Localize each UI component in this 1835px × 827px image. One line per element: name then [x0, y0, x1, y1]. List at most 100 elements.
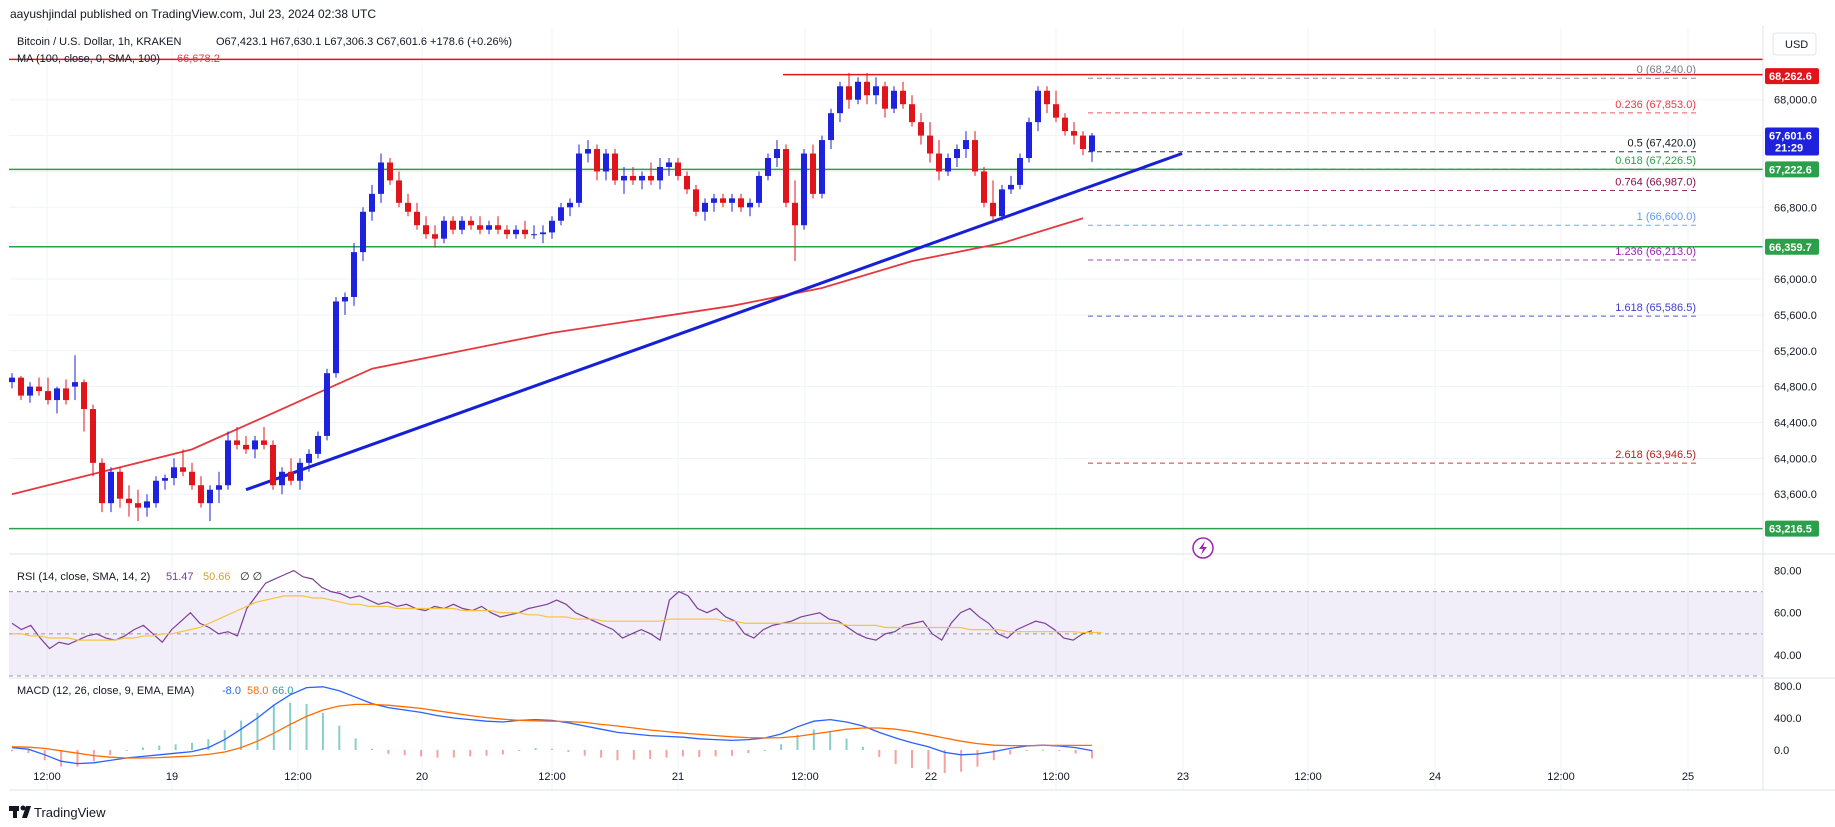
candle-body — [1053, 104, 1059, 118]
chart-background — [9, 25, 1761, 780]
macd-hist-bar — [207, 739, 210, 750]
candle-body — [162, 478, 168, 481]
y-tick-label: 64,800.0 — [1774, 382, 1817, 394]
candle-body — [1044, 90, 1050, 105]
candle-body — [18, 377, 24, 396]
candle-body — [981, 171, 987, 203]
x-tick-label: 12:00 — [538, 771, 566, 783]
macd-hist-bar — [469, 750, 472, 757]
macd-hist-bar — [76, 750, 79, 767]
rsi-title[interactable]: RSI (14, close, SMA, 14, 2) — [17, 571, 150, 583]
macd-hist-bar — [403, 750, 406, 756]
candle-body — [99, 462, 105, 504]
currency-button[interactable] — [1772, 32, 1817, 56]
candle-body — [216, 485, 222, 490]
candle-body — [234, 440, 240, 445]
candle-body — [936, 153, 942, 172]
candle-body — [126, 498, 132, 504]
macd-value: -8.0 — [222, 685, 241, 697]
candle-body — [639, 175, 645, 181]
macd-hist-bar — [845, 738, 848, 750]
candle-body — [351, 252, 357, 297]
y-tick-label: 66,800.0 — [1774, 202, 1817, 214]
candle-body — [63, 388, 69, 401]
x-tick-label: 12:00 — [791, 771, 819, 783]
candle-body — [171, 467, 177, 479]
x-tick-label: 12:00 — [1294, 771, 1322, 783]
macd-hist-bar — [158, 745, 161, 750]
ma-label[interactable]: MA (100, close, 0, SMA, 100) — [17, 53, 160, 65]
macd-hist-bar — [960, 750, 963, 772]
macd-hist-bar — [812, 729, 815, 750]
candle-body — [153, 480, 159, 504]
x-tick-label: 21 — [672, 771, 684, 783]
candle-body — [945, 158, 951, 172]
macd-hist-bar — [551, 748, 553, 750]
macd-hist-bar — [878, 750, 881, 758]
macd-hist-bar — [861, 746, 864, 750]
macd-hist-bar — [583, 750, 586, 756]
candle-body — [342, 296, 348, 302]
rsi-ma-line — [12, 595, 1102, 641]
candle-body — [288, 471, 294, 481]
candle-body — [918, 122, 924, 136]
fib-label: 0 (68,240.0) — [1637, 64, 1696, 76]
x-tick-label: 23 — [1177, 771, 1189, 783]
macd-y-tick: 400.0 — [1774, 713, 1802, 725]
macd-hist-bar — [747, 750, 750, 754]
macd-hist-bar — [1058, 750, 1061, 752]
fib-label: 2.618 (63,946.5) — [1615, 449, 1696, 461]
macd-hist-bar — [992, 750, 995, 761]
candle-body — [990, 202, 996, 217]
macd-hist-bar — [616, 750, 619, 761]
candle-body — [792, 202, 798, 226]
macd-hist-bar — [927, 750, 930, 770]
macd-hist-bar — [420, 750, 423, 757]
candle-body — [576, 153, 582, 203]
macd-hist-bar — [1025, 750, 1028, 751]
price-tag — [1765, 520, 1819, 537]
macd-hist-bar — [27, 750, 30, 754]
candle-body — [405, 202, 411, 212]
symbol-title[interactable]: Bitcoin / U.S. Dollar, 1h, KRAKEN — [17, 36, 182, 48]
macd-hist-bar — [632, 750, 635, 760]
price-tag — [1765, 127, 1819, 156]
macd-hist-bar — [943, 750, 946, 774]
candle-body — [729, 198, 735, 203]
candle-body — [891, 90, 897, 109]
candle-body — [135, 503, 141, 508]
macd-hist-bar — [240, 720, 243, 750]
fib-label: 0.618 (67,226.5) — [1615, 155, 1696, 167]
footer-brand: TradingView — [34, 805, 106, 820]
candle-body — [225, 440, 231, 486]
macd-hist-bar — [452, 750, 455, 758]
lightning-icon[interactable] — [1192, 537, 1214, 559]
candle-body — [675, 162, 681, 176]
trendline-group[interactable] — [245, 152, 1183, 492]
candle-body — [54, 388, 60, 401]
candle-body — [540, 232, 546, 235]
candle-body — [684, 175, 690, 190]
price-tag-subtext: 21:29 — [1775, 142, 1803, 154]
macd-hist-bar — [1041, 749, 1044, 751]
candle-body — [387, 162, 393, 181]
candle-body — [765, 158, 771, 176]
macd-hist-bar — [796, 734, 799, 750]
fibonacci-levels: 0 (68,240.0) 0.236 (67,853.0) 0.5 (67,420.… — [1088, 64, 1700, 464]
macd-title[interactable]: MACD (12, 26, close, 9, EMA, EMA) — [17, 685, 194, 697]
macd-hist-bar — [11, 750, 13, 752]
macd-hist-bar — [354, 738, 357, 750]
candle-body — [522, 229, 528, 235]
candle-body — [864, 81, 870, 96]
candle-body — [144, 501, 150, 508]
candle-body — [441, 220, 447, 239]
candle-body — [189, 471, 195, 486]
ma-line-group — [11, 217, 1084, 496]
candle-body — [513, 229, 519, 235]
macd-hist-bar — [681, 750, 684, 757]
macd-hist-bar — [665, 750, 668, 758]
candle-body — [738, 198, 744, 208]
rsi-pane — [9, 569, 1763, 677]
macd-hist-bar — [109, 750, 112, 756]
